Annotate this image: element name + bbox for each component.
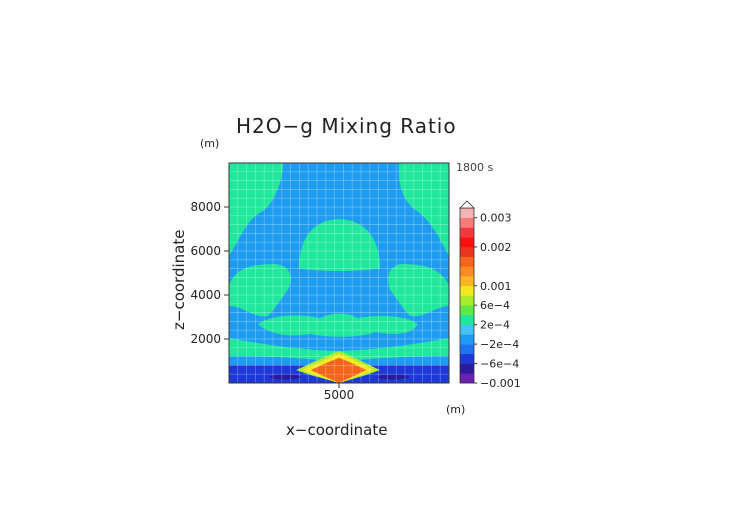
colorbar-segment [460,227,474,238]
colorbar-segment [460,373,474,384]
colorbar-tick-label: 6e−4 [480,299,510,312]
y-axis-unit: (m) [200,137,220,150]
colorbar-segment [460,363,474,374]
colorbar-segment [460,208,474,219]
dry-core-left [269,374,301,380]
grid [229,163,449,383]
colorbar-segment [460,305,474,316]
plume-core [311,358,366,383]
colorbar-segment [460,276,474,287]
y-tick-label: 8000 [190,200,221,214]
colorbar-tick-label: 0.002 [480,241,512,254]
x-axis-label: x−coordinate [286,421,388,439]
colorbar-tick-label: 2e−4 [480,319,510,332]
colorbar-segment [460,314,474,325]
colorbar-segment [460,285,474,296]
colorbar-tick-label: −6e−4 [480,358,519,371]
colorbar-tick-label: −2e−4 [480,338,519,351]
colorbar-segment [460,353,474,364]
y-tick-label: 2000 [190,332,221,346]
colorbar-extend-arrow [459,200,475,209]
colorbar-tick-label: 0.003 [480,212,512,225]
time-label: 1800 s [456,161,494,174]
colorbar-tick-label: −0.001 [480,377,521,390]
y-tick-label: 6000 [190,244,221,258]
colorbar-segment [460,246,474,257]
colorbar-segment [460,334,474,345]
colorbar-tick-label: 0.001 [480,280,512,293]
x-tick-label: 5000 [324,388,355,402]
y-tick-label: 4000 [190,288,221,302]
moist-region-top-left [229,163,283,256]
moist-layer-low [229,338,449,362]
colorbar-segment [460,344,474,355]
moist-region-top-right [398,163,449,256]
colorbar-segment [460,217,474,228]
moist-band-right [388,264,449,317]
colorbar-segment [460,256,474,267]
x-axis-unit: (m) [446,403,466,416]
moist-dome-center [299,219,380,271]
colorbar-segment [460,295,474,306]
colorbar-segment [460,266,474,277]
moist-band-mid [258,313,418,337]
contour-field [229,163,449,383]
dry-core-right [377,374,409,380]
chart-title: H2O−g Mixing Ratio [236,114,457,138]
colorbar-segment [460,324,474,335]
colorbar-segment [460,237,474,248]
x-ticks: 5000 [324,383,355,402]
moist-band-left [229,264,291,317]
y-ticks: 2000 4000 6000 8000 [190,200,229,346]
colorbar: −0.001 −6e−4 −2e−4 2e−4 6e−4 0.001 0.002 0.003 [459,200,521,390]
